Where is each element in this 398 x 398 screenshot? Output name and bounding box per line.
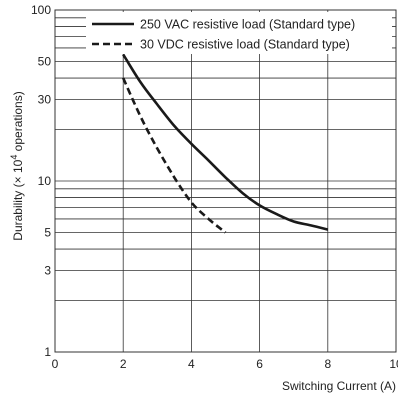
y-tick-label: 100 [31, 3, 51, 17]
series-250vac-line [122, 53, 329, 231]
y-tick-label: 10 [38, 174, 52, 188]
x-tick-label: 6 [256, 357, 263, 371]
legend-box [86, 12, 392, 54]
x-tick-label: 8 [324, 357, 331, 371]
x-tick-label: 2 [120, 357, 127, 371]
plot-border [54, 9, 397, 353]
y-tick-label: 3 [44, 263, 51, 277]
tick-labels: 0 2 4 6 8 10 1 3 5 10 30 50 100 [31, 3, 398, 371]
y-tick-label: 1 [44, 345, 51, 359]
x-tick-label: 10 [389, 357, 398, 371]
plot-frame [54, 9, 397, 353]
x-axis-label: Switching Current (A) [282, 379, 396, 393]
grid [55, 10, 396, 352]
series-30vdc-line [122, 77, 227, 234]
legend-label: 250 VAC resistive load (Standard type) [140, 18, 355, 32]
y-tick-label: 5 [44, 225, 51, 239]
legend: 250 VAC resistive load (Standard type) 30… [86, 12, 392, 54]
y-tick-label: 30 [38, 92, 52, 106]
series-lines [122, 53, 329, 234]
legend-label: 30 VDC resistive load (Standard type) [140, 38, 350, 52]
x-tick-label: 0 [52, 357, 59, 371]
x-tick-label: 4 [188, 357, 195, 371]
axis-labels: Switching Current (A) Durability (× 104 o… [9, 91, 396, 393]
y-axis-label: Durability (× 104 operations) [9, 91, 25, 240]
y-tick-label: 50 [38, 54, 52, 68]
